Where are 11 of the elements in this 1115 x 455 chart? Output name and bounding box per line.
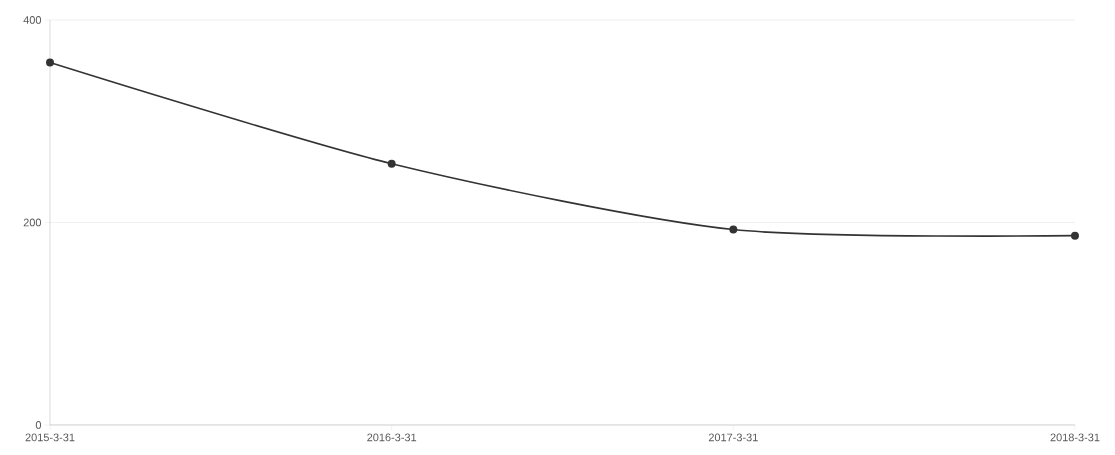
point [1071, 231, 1079, 240]
y-tick-label: 200 [23, 218, 42, 227]
point [729, 225, 738, 234]
x-tick-label: 2015-3-31 [25, 433, 75, 442]
x-tick-label: 2016-3-31 [367, 433, 417, 442]
x-tick-label: 2018-3-31 [1050, 433, 1100, 442]
point [46, 58, 54, 67]
point [387, 159, 396, 168]
x-tick-label: 2017-3-31 [708, 433, 758, 442]
y-tick-label: 400 [23, 16, 42, 24]
y-tick-label: 0 [35, 421, 42, 429]
